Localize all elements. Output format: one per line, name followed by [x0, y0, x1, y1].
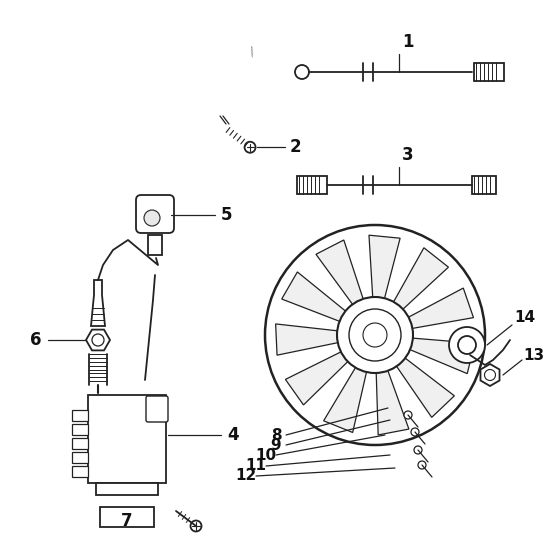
- FancyBboxPatch shape: [146, 396, 168, 422]
- Text: 4: 4: [227, 426, 239, 444]
- Bar: [474, 63, 504, 81]
- Bar: [72, 452, 88, 463]
- Bar: [72, 410, 88, 421]
- Circle shape: [414, 446, 422, 454]
- Polygon shape: [395, 356, 454, 417]
- Text: 14: 14: [515, 310, 535, 324]
- Polygon shape: [406, 288, 474, 329]
- Circle shape: [404, 411, 412, 419]
- Circle shape: [144, 210, 160, 226]
- Circle shape: [449, 327, 485, 363]
- Text: 12: 12: [235, 469, 256, 483]
- Polygon shape: [324, 365, 367, 432]
- Polygon shape: [91, 280, 105, 326]
- Text: 10: 10: [255, 447, 277, 463]
- Bar: [148, 235, 162, 255]
- Bar: [472, 176, 496, 194]
- Text: 7: 7: [121, 512, 133, 530]
- Circle shape: [411, 428, 419, 436]
- Polygon shape: [282, 272, 348, 323]
- Bar: [72, 466, 88, 477]
- Polygon shape: [480, 364, 500, 386]
- Text: /: /: [248, 45, 256, 59]
- Text: 11: 11: [245, 459, 267, 474]
- Polygon shape: [276, 324, 340, 355]
- Text: 2: 2: [290, 138, 301, 156]
- Polygon shape: [407, 338, 475, 374]
- Text: 6: 6: [30, 331, 42, 349]
- Bar: [72, 438, 88, 449]
- Text: 9: 9: [270, 437, 281, 452]
- Polygon shape: [316, 240, 364, 307]
- Text: 3: 3: [402, 146, 414, 164]
- Polygon shape: [376, 368, 409, 435]
- Circle shape: [337, 297, 413, 373]
- Bar: [88, 395, 166, 483]
- Polygon shape: [86, 330, 110, 351]
- FancyBboxPatch shape: [136, 195, 174, 233]
- Bar: [96, 483, 158, 495]
- Circle shape: [265, 225, 485, 445]
- Bar: [72, 424, 88, 435]
- Circle shape: [190, 520, 202, 531]
- Circle shape: [418, 461, 426, 469]
- Bar: [297, 176, 327, 194]
- Polygon shape: [369, 235, 400, 301]
- Bar: [100, 507, 154, 527]
- Text: 1: 1: [402, 33, 414, 51]
- Polygon shape: [392, 248, 449, 311]
- Text: 8: 8: [270, 427, 281, 442]
- Text: 5: 5: [221, 206, 233, 224]
- Circle shape: [245, 142, 255, 153]
- Polygon shape: [286, 351, 350, 405]
- Text: 13: 13: [524, 348, 544, 362]
